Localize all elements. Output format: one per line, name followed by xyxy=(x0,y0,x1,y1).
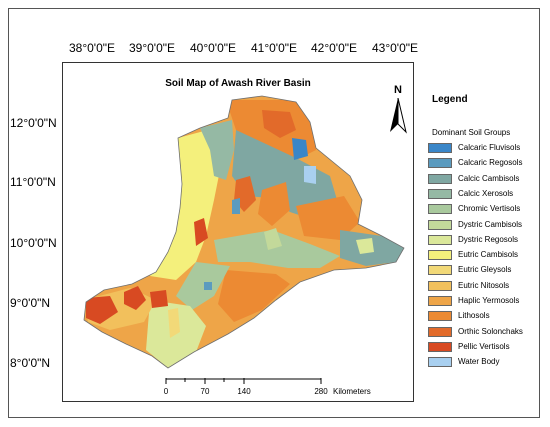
calcic-cambisols-region xyxy=(232,130,340,222)
dystric-regosols-region-east xyxy=(356,238,374,254)
legend-swatch xyxy=(428,280,452,291)
legend-swatch xyxy=(428,326,452,337)
legend-label: Pellic Vertisols xyxy=(458,341,510,351)
scale-label: 280 xyxy=(314,387,328,396)
legend-swatch xyxy=(428,296,452,306)
legend-label: Dystric Regosols xyxy=(458,234,519,244)
water-body-region xyxy=(304,166,316,184)
legend-label: Eutric Gleysols xyxy=(458,265,512,275)
legend-label: Calcic Xerosols xyxy=(458,188,514,198)
legend-swatch xyxy=(428,341,452,352)
north-label: N xyxy=(394,84,402,96)
scale-label: 70 xyxy=(200,387,210,396)
calcic-xerosols-region xyxy=(200,120,234,180)
calcaric-regosols-region-2 xyxy=(204,282,212,290)
scale-bar: 0 70 140 280 Kilometers xyxy=(160,378,390,400)
legend-swatch xyxy=(428,265,452,276)
north-arrow-icon xyxy=(390,98,407,134)
legend-label: Lithosols xyxy=(458,311,490,321)
figure-frame xyxy=(8,8,540,418)
legend-swatch xyxy=(428,158,452,169)
legend-swatch xyxy=(428,219,452,230)
pellic-vertisols-region-4 xyxy=(194,218,208,246)
eutric-cambisols-region xyxy=(150,128,222,280)
legend-swatch xyxy=(428,188,452,199)
calcaric-fluvisols-region xyxy=(292,138,308,160)
pellic-vertisols-region xyxy=(86,296,118,324)
lithosols-region-central xyxy=(258,182,290,226)
chromic-vertisols-region xyxy=(214,230,340,268)
latitude-tick: 9°0'0"N xyxy=(10,296,51,310)
legend-swatch xyxy=(428,234,452,245)
legend-swatch xyxy=(428,250,452,261)
longitude-tick: 38°0'0"E xyxy=(68,41,116,55)
latitude-tick: 8°0'0"N xyxy=(10,356,51,370)
legend-label: Haplic Yermosols xyxy=(458,296,520,305)
latitude-tick: 10°0'0"N xyxy=(10,236,57,250)
legend-label: Calcaric Fluvisols xyxy=(458,143,521,152)
legend-label: Calcic Cambisols xyxy=(458,173,520,183)
pellic-vertisols-region-3 xyxy=(150,290,168,308)
longitude-tick: 40°0'0"E xyxy=(189,41,237,55)
eutric-gleysols-region xyxy=(168,308,180,338)
scale-label: 0 xyxy=(163,387,169,396)
legend-label: Water Body xyxy=(458,357,500,367)
longitude-tick: 41°0'0"E xyxy=(250,41,298,55)
map-title: Soil Map of Awash River Basin xyxy=(165,78,311,89)
legend-label: Eutric Cambisols xyxy=(458,250,519,260)
legend-label: Eutric Nitosols xyxy=(458,280,510,290)
dystric-cambisols-region xyxy=(264,228,282,250)
legend-swatch xyxy=(428,357,452,368)
legend-label: Chromic Vertisols xyxy=(458,204,521,214)
pellic-vertisols-region-2 xyxy=(124,286,146,310)
legend-swatch xyxy=(428,204,452,215)
legend-swatch xyxy=(428,311,452,322)
basin-boundary xyxy=(83,95,405,369)
legend-title: Legend xyxy=(432,94,468,105)
scale-unit: Kilometers xyxy=(333,387,371,396)
scale-bar-line xyxy=(165,378,322,384)
north-arrow: N xyxy=(386,84,410,134)
legend-swatch xyxy=(428,173,452,184)
longitude-tick: 43°0'0"E xyxy=(371,41,419,55)
longitude-tick: 39°0'0"E xyxy=(128,41,176,55)
lithosols-region-east xyxy=(296,196,360,240)
latitude-tick: 11°0'0"N xyxy=(10,175,56,189)
calcaric-regosols-region xyxy=(232,198,240,214)
legend-subtitle: Dominant Soil Groups xyxy=(432,128,511,137)
legend-label: Dystric Cambisols xyxy=(458,219,523,229)
orthic-solonchaks-region-north xyxy=(262,110,296,138)
chromic-vertisols-region-west xyxy=(176,262,230,310)
lithosols-region-south xyxy=(218,270,290,322)
legend-label: Calcaric Regosols xyxy=(458,158,523,168)
longitude-tick: 42°0'0"E xyxy=(310,41,358,55)
scale-label: 140 xyxy=(237,387,251,396)
legend-label: Orthic Solonchaks xyxy=(458,326,523,336)
legend-swatch xyxy=(428,143,452,153)
latitude-tick: 12°0'0"N xyxy=(10,116,57,130)
